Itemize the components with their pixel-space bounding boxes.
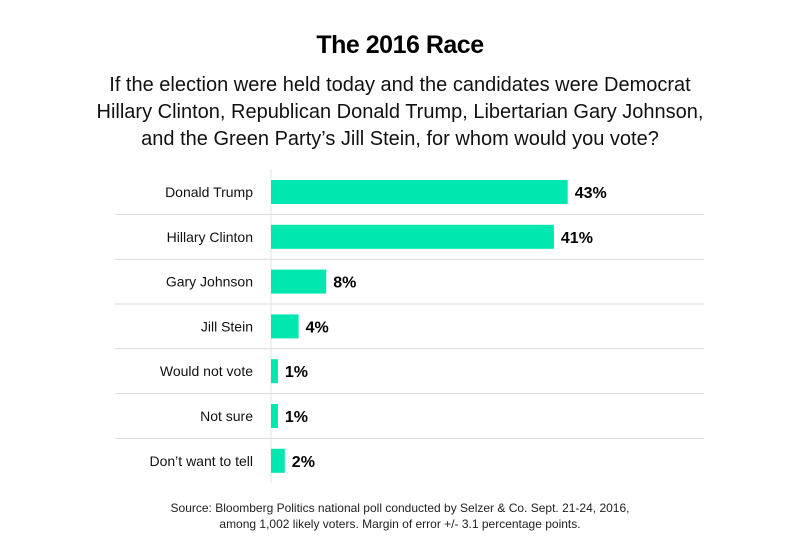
data-label: 2% <box>292 454 315 471</box>
bar <box>271 448 285 473</box>
category-label: Don’t want to tell <box>150 453 254 469</box>
source-line: among 1,002 likely voters. Margin of err… <box>219 517 581 531</box>
bar <box>271 180 568 204</box>
bar <box>271 359 278 384</box>
data-label: 4% <box>306 319 329 336</box>
category-label: Donald Trump <box>165 184 253 200</box>
data-label: 41% <box>561 230 593 247</box>
category-label: Hillary Clinton <box>167 229 253 245</box>
category-label: Not sure <box>200 408 253 424</box>
data-label: 43% <box>575 185 607 202</box>
chart-subtitle: If the election were held today and the … <box>60 72 740 153</box>
subtitle-line: If the election were held today and the … <box>109 74 691 96</box>
category-label: Gary Johnson <box>166 274 253 290</box>
data-label: 8% <box>333 275 356 292</box>
bar <box>271 269 327 294</box>
bar <box>271 224 554 249</box>
subtitle-line: and the Green Party’s Jill Stein, for wh… <box>141 128 659 150</box>
bar <box>271 314 299 339</box>
source-line: Source: Bloomberg Politics national poll… <box>170 501 630 515</box>
chart-title: The 2016 Race <box>316 31 484 59</box>
category-label: Jill Stein <box>201 318 253 334</box>
category-label: Would not vote <box>160 363 253 379</box>
data-label: 1% <box>285 364 308 381</box>
subtitle-line: Hillary Clinton, Republican Donald Trump… <box>96 101 704 123</box>
bar <box>271 404 278 428</box>
data-label: 1% <box>285 409 308 426</box>
source-note: Source: Bloomberg Politics national poll… <box>100 500 700 532</box>
